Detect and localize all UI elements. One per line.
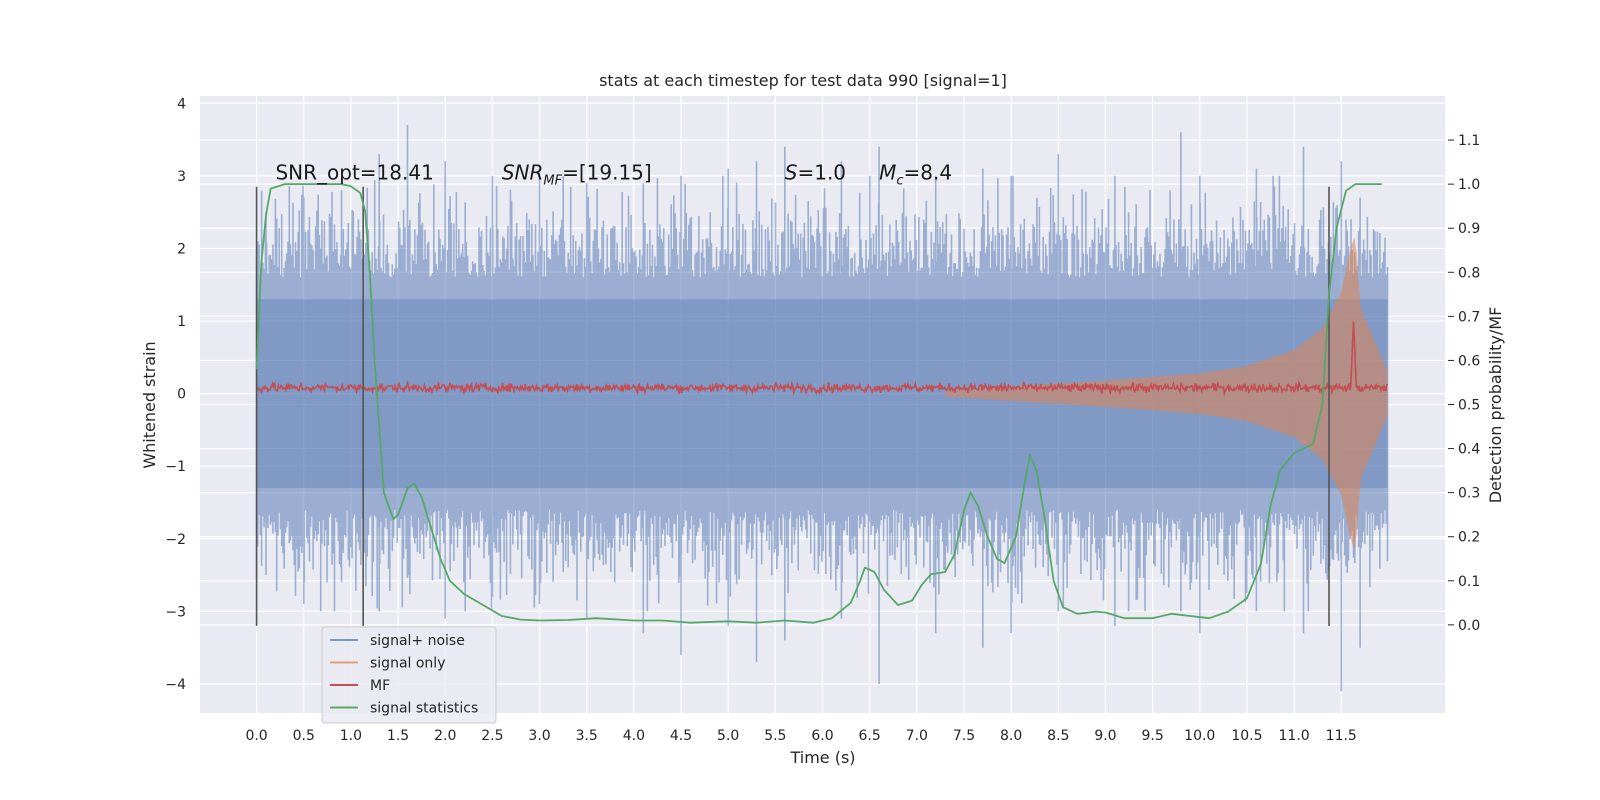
y-right-tick-label: 0.2 [1458, 530, 1480, 546]
y-left-tick-label: 4 [177, 96, 186, 112]
legend-label: MF [370, 678, 390, 694]
y-axis-right-label: Detection probability/MF [1486, 307, 1505, 504]
annotation-2-base: S [785, 160, 798, 184]
legend-label: signal+ noise [370, 633, 465, 649]
x-tick-label: 11.0 [1279, 728, 1310, 744]
annotation-3: Mc=8.4 [879, 160, 952, 188]
y-right-tick-label: 0.8 [1458, 265, 1480, 281]
annotation-0: SNR_opt=18.41 [275, 160, 433, 184]
y-right-tick-label: 0.1 [1458, 574, 1480, 590]
series-signal-only [945, 237, 1388, 550]
y-right-tick-label: 1.0 [1458, 177, 1480, 193]
x-tick-label: 8.0 [1000, 728, 1022, 744]
x-tick-label: 0.5 [293, 728, 315, 744]
y-left-tick-label: 3 [177, 169, 186, 185]
y-axis-right-ticks: 1.1 1.0 0.9 0.8 0.7 0.6 0.5 0.4 0.3 0.2 0.1 0.0 [1448, 133, 1480, 634]
x-tick-label: 10.0 [1184, 728, 1215, 744]
signal-only-envelope [945, 237, 1388, 550]
y-right-tick-label: 0.6 [1458, 353, 1480, 369]
series-mf [255, 321, 1389, 397]
y-right-tick-label: 0.3 [1458, 486, 1480, 502]
annotation-1-text: =[19.15] [562, 160, 652, 184]
annotation-0-text: SNR_opt=18.41 [275, 160, 433, 184]
x-tick-label: 2.5 [481, 728, 503, 744]
legend-label: signal statistics [370, 701, 478, 717]
annotations: SNR_opt=18.41 SNRMF=[19.15] S=1.0 Mc=8.4 [275, 160, 952, 188]
series-signal-statistics [255, 183, 1382, 624]
x-tick-label: 3.5 [576, 728, 598, 744]
annotation-3-sub: c [896, 173, 903, 188]
y-left-tick-label: −1 [165, 459, 186, 475]
x-tick-label: 2.0 [434, 728, 456, 744]
x-tick-label: 4.5 [670, 728, 692, 744]
x-tick-label: 8.5 [1047, 728, 1069, 744]
x-tick-label: 9.5 [1141, 728, 1163, 744]
y-left-tick-label: 1 [177, 314, 186, 330]
x-axis-label: Time (s) [789, 748, 855, 767]
x-tick-label: 7.0 [906, 728, 928, 744]
y-right-tick-label: 0.5 [1458, 398, 1480, 414]
annotation-2: S=1.0 [785, 160, 846, 184]
x-tick-label: 1.5 [387, 728, 409, 744]
x-tick-label: 0.0 [245, 728, 267, 744]
x-tick-label: 6.0 [811, 728, 833, 744]
x-tick-label: 7.5 [953, 728, 975, 744]
y-right-tick-label: 1.1 [1458, 133, 1480, 149]
annotation-1-base: SNR [502, 160, 544, 184]
x-tick-label: 10.5 [1231, 728, 1262, 744]
y-right-tick-label: 0.7 [1458, 309, 1480, 325]
legend: signal+ noise signal only MF signal statist… [321, 626, 497, 724]
x-tick-label: 5.0 [717, 728, 739, 744]
x-tick-label: 5.5 [764, 728, 786, 744]
y-axis-left-ticks: 4 3 2 1 0 −1 −2 −3 −4 [165, 96, 186, 693]
y-right-tick-label: 0.4 [1458, 442, 1480, 458]
y-left-tick-label: −3 [165, 604, 186, 620]
annotation-3-text: =8.4 [904, 160, 953, 184]
annotation-2-text: =1.0 [797, 160, 846, 184]
annotation-1: SNRMF=[19.15] [502, 160, 652, 188]
vertical-markers [255, 186, 1330, 626]
mf-trace [255, 321, 1389, 397]
y-axis-left-label: Whitened strain [140, 341, 159, 468]
x-tick-label: 11.5 [1326, 728, 1357, 744]
y-left-tick-label: 0 [177, 387, 186, 403]
annotation-3-base: M [879, 160, 896, 184]
y-left-tick-label: −4 [165, 677, 186, 693]
x-tick-label: 1.0 [340, 728, 362, 744]
x-tick-label: 6.5 [859, 728, 881, 744]
y-right-tick-label: 0.0 [1458, 618, 1480, 634]
chart-title: stats at each timestep for test data 990… [599, 71, 1007, 90]
legend-box [321, 626, 497, 724]
y-left-tick-label: 2 [177, 241, 186, 257]
legend-label: signal only [370, 656, 445, 672]
x-axis-ticks: 0.0 0.5 1.0 1.5 2.0 2.5 3.0 3.5 4.0 4.5 5.0 5.5 6.0 6… [245, 728, 1356, 744]
x-tick-label: 4.0 [623, 728, 645, 744]
y-left-tick-label: −2 [165, 532, 186, 548]
signal-statistics-trace [255, 183, 1382, 624]
annotation-1-sub: MF [543, 173, 562, 188]
x-tick-label: 3.0 [528, 728, 550, 744]
y-right-tick-label: 0.9 [1458, 221, 1480, 237]
x-tick-label: 9.0 [1094, 728, 1116, 744]
